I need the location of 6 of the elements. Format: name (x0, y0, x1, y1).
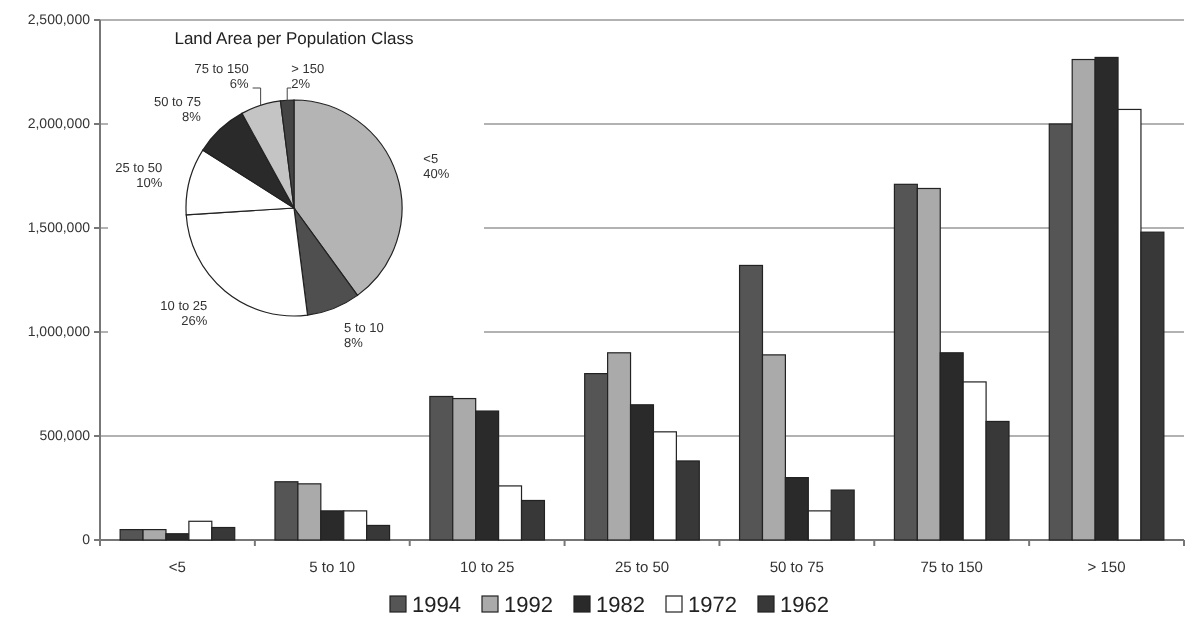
chart-title: Land Area per Population Class (174, 28, 414, 48)
legend-label: 1962 (780, 593, 829, 618)
legend-label: 1972 (688, 593, 737, 618)
legend-label: 1992 (504, 593, 553, 618)
legend-label: 1982 (596, 593, 645, 618)
legend-label: 1994 (412, 593, 461, 618)
